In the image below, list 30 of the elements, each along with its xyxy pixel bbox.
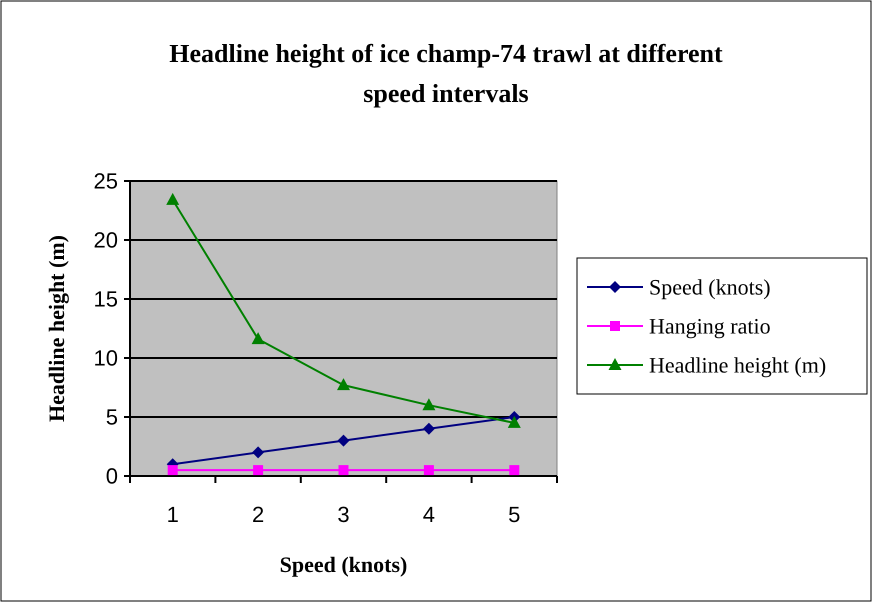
point xyxy=(424,465,434,476)
legend-label: Hanging ratio xyxy=(649,314,771,339)
point xyxy=(253,465,264,476)
point xyxy=(338,434,350,447)
x-tick-label: 1 xyxy=(166,502,179,527)
y-tick-label: 0 xyxy=(106,464,118,489)
legend-label: Headline height (m) xyxy=(649,352,826,378)
point xyxy=(422,398,436,410)
y-tick-label: 5 xyxy=(106,404,118,430)
point xyxy=(508,416,521,428)
legend-label: Speed (knots) xyxy=(649,274,771,300)
y-tick-label: 15 xyxy=(94,286,118,312)
point xyxy=(337,378,350,390)
y-tick-label: 10 xyxy=(94,346,118,371)
point xyxy=(168,465,178,476)
point xyxy=(338,465,348,476)
x-tick-label: 5 xyxy=(508,502,520,527)
y-tick-label: 25 xyxy=(94,168,118,194)
point xyxy=(252,332,265,344)
x-tick-label: 4 xyxy=(422,502,436,527)
x-tick-label: 2 xyxy=(252,502,264,527)
x-tick-label: 3 xyxy=(337,502,350,527)
point xyxy=(252,446,264,458)
point xyxy=(422,422,435,435)
point xyxy=(509,465,520,476)
y-axis-title: Headline height (m) xyxy=(44,235,69,422)
chart-title: Headline height of ice champ-74 trawl at different speed intervals xyxy=(169,39,724,108)
point xyxy=(166,192,180,205)
y-tick-label: 20 xyxy=(94,228,118,253)
x-axis-title: Speed (knots) xyxy=(280,552,408,577)
